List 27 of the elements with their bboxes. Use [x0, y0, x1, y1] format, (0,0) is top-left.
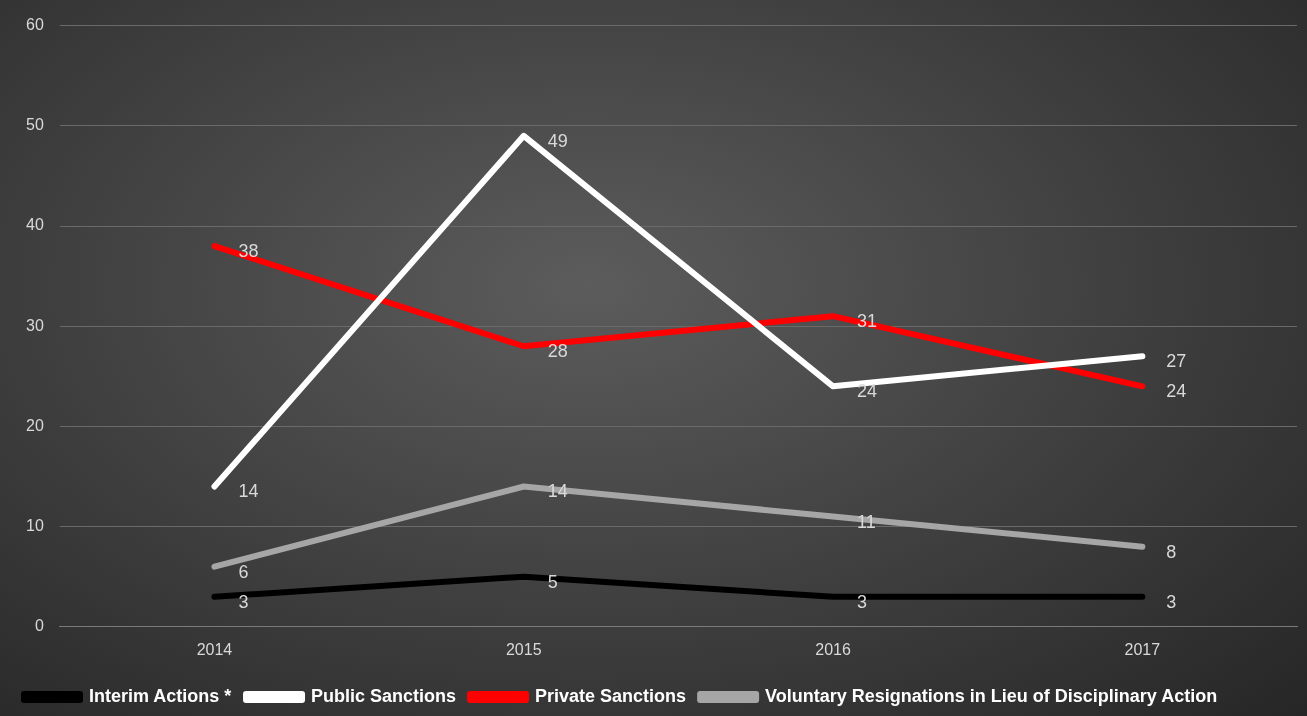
legend-label: Voluntary Resignations in Lieu of Disciplinary Action	[765, 685, 1218, 706]
x-tick-label: 2016	[815, 640, 851, 658]
y-tick-label: 0	[34, 617, 44, 635]
data-label: 28	[547, 341, 568, 362]
data-label: 3	[238, 591, 249, 612]
x-tick-label: 2015	[505, 640, 542, 658]
y-tick-label: 30	[26, 316, 44, 334]
y-tick-label: 20	[26, 416, 44, 434]
y-tick-label: 10	[26, 517, 44, 535]
data-label: 24	[1166, 381, 1187, 402]
legend-label: Private Sanctions	[535, 685, 687, 706]
y-tick-label: 50	[26, 116, 44, 134]
data-label: 5	[547, 571, 558, 592]
data-label: 3	[857, 591, 868, 612]
data-label: 3	[1166, 591, 1177, 612]
x-tick-label: 2017	[1124, 640, 1161, 658]
data-label: 27	[1166, 351, 1187, 372]
y-tick-label: 40	[26, 216, 44, 234]
data-label: 49	[547, 130, 568, 151]
data-label: 6	[238, 561, 249, 582]
data-label: 14	[238, 481, 259, 502]
data-label: 8	[1166, 541, 1177, 562]
x-tick-label: 2014	[196, 640, 233, 658]
y-tick-label: 60	[26, 16, 44, 34]
data-label: 24	[857, 381, 878, 402]
legend-label: Public Sanctions	[311, 685, 457, 706]
legend-label: Interim Actions *	[89, 685, 232, 706]
